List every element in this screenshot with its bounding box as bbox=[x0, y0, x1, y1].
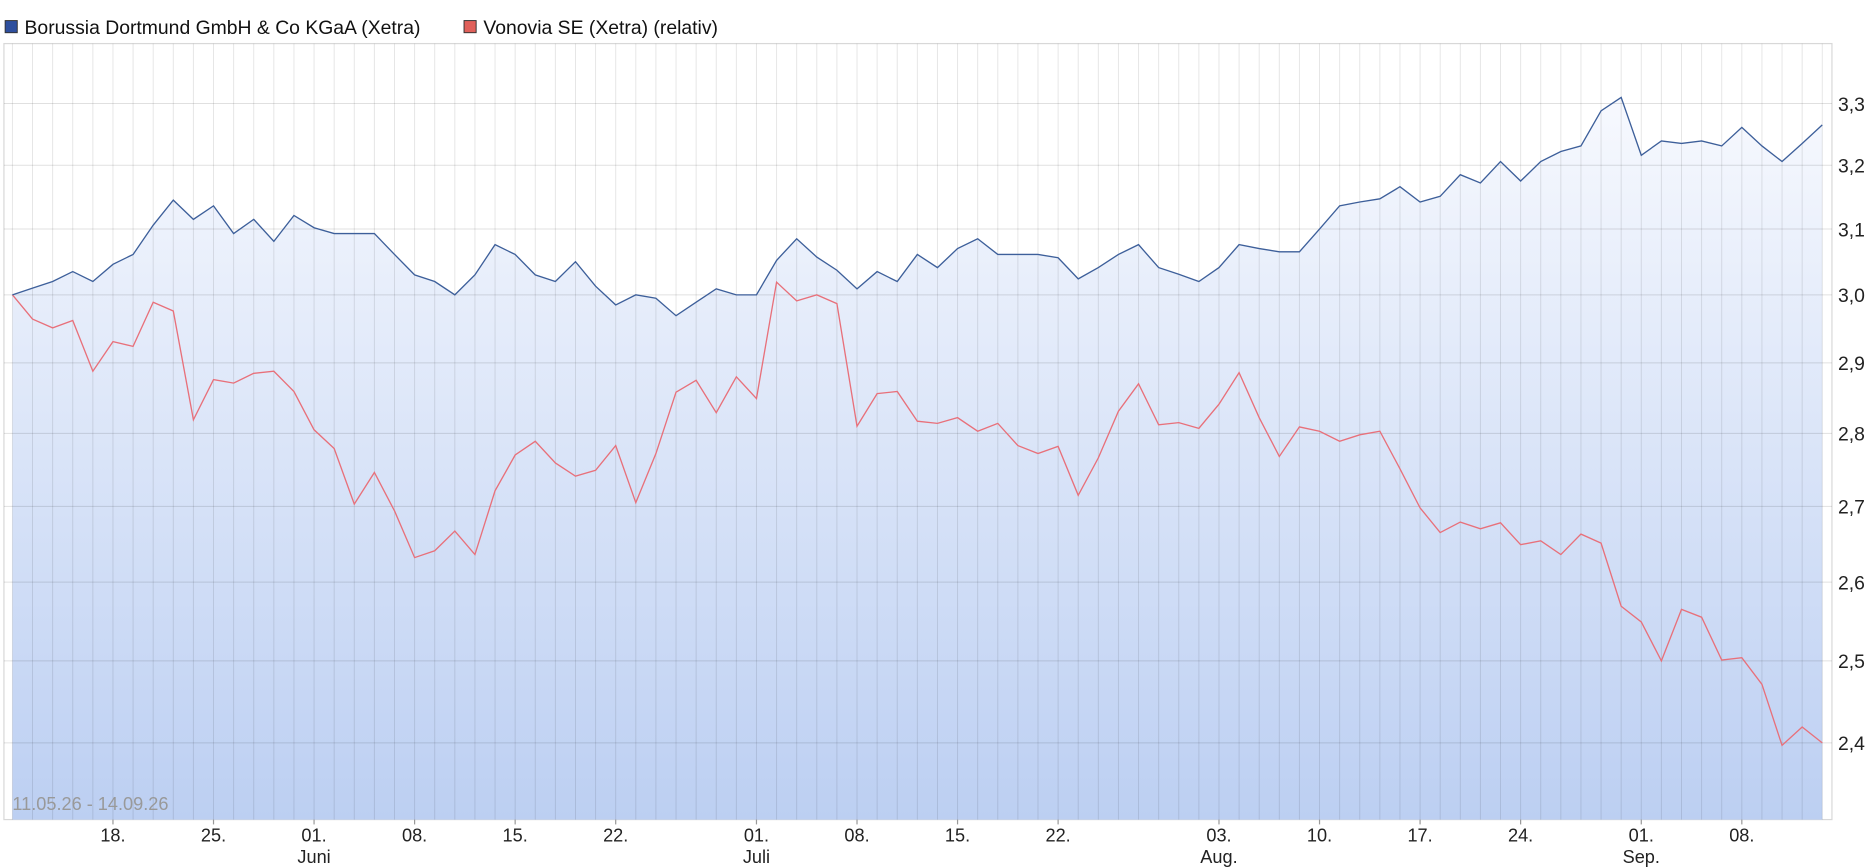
series-line bbox=[11, 280, 1823, 747]
y-tick-label: 2,7 bbox=[1838, 497, 1865, 519]
x-tick-label: 17. bbox=[1407, 825, 1432, 845]
x-tick-label: 24. bbox=[1508, 825, 1533, 845]
x-tick-label: 01. bbox=[301, 825, 326, 845]
y-tick-label: 2,8 bbox=[1838, 424, 1865, 446]
month-label: Juli bbox=[743, 847, 770, 867]
legend-label: Borussia Dortmund GmbH & Co KGaA (Xetra) bbox=[25, 17, 421, 39]
x-tick-label: 01. bbox=[744, 825, 769, 845]
x-tick-label: 18. bbox=[100, 825, 125, 845]
x-tick-label: 08. bbox=[844, 825, 869, 845]
month-label: Juni bbox=[297, 847, 330, 867]
x-tick-label: 10. bbox=[1307, 825, 1332, 845]
y-tick-label: 3,1 bbox=[1838, 219, 1865, 241]
legend-swatch bbox=[4, 20, 18, 34]
x-tick-label: 15. bbox=[503, 825, 528, 845]
legend-label: Vonovia SE (Xetra) (relativ) bbox=[483, 17, 718, 39]
y-tick-label: 3,2 bbox=[1838, 156, 1865, 178]
y-tick-label: 2,4 bbox=[1838, 733, 1865, 755]
x-tick-label: 08. bbox=[402, 825, 427, 845]
y-tick-label: 2,5 bbox=[1838, 651, 1865, 673]
x-tick-label: 22. bbox=[603, 825, 628, 845]
date-range: 11.05.26 - 14.09.26 bbox=[12, 794, 168, 814]
y-tick-label: 2,9 bbox=[1838, 353, 1865, 375]
y-tick-label: 3,3 bbox=[1838, 94, 1865, 116]
x-tick-label: 03. bbox=[1206, 825, 1231, 845]
legend-swatch bbox=[463, 20, 477, 34]
month-label: Sep. bbox=[1623, 847, 1660, 867]
x-tick-label: 22. bbox=[1045, 825, 1070, 845]
x-tick-label: 01. bbox=[1629, 825, 1654, 845]
y-tick-label: 3,0 bbox=[1838, 285, 1865, 307]
area-fill bbox=[12, 97, 1823, 820]
series-line bbox=[12, 96, 1823, 317]
x-tick-label: 25. bbox=[201, 825, 226, 845]
x-tick-label: 15. bbox=[945, 825, 970, 845]
y-tick-label: 2,6 bbox=[1838, 572, 1865, 594]
month-label: Aug. bbox=[1200, 847, 1237, 867]
x-tick-label: 08. bbox=[1729, 825, 1754, 845]
